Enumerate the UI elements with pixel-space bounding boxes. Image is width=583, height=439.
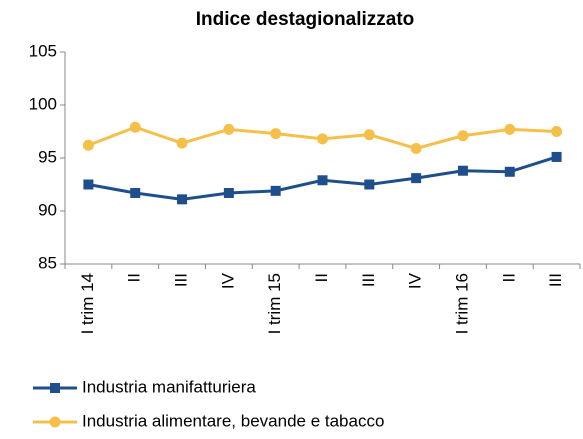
marker xyxy=(410,142,422,154)
marker xyxy=(317,133,328,145)
marker xyxy=(457,130,469,142)
marker xyxy=(223,123,235,135)
marker xyxy=(270,128,282,140)
x-tick-label: I trim 16 xyxy=(452,273,471,334)
marker xyxy=(411,173,422,184)
y-tick-label: 105 xyxy=(29,41,57,60)
x-tick-label: II xyxy=(125,273,144,282)
x-tick-label: II xyxy=(499,273,518,282)
x-tick-label: I trim 14 xyxy=(78,273,97,334)
marker xyxy=(83,179,94,190)
marker xyxy=(364,179,375,190)
marker xyxy=(177,194,188,205)
legend-marker xyxy=(50,383,60,393)
legend-marker xyxy=(49,416,61,428)
marker xyxy=(504,166,515,177)
x-tick-label: III xyxy=(546,273,565,287)
marker xyxy=(270,185,281,196)
marker xyxy=(363,129,375,141)
marker xyxy=(82,139,94,151)
x-tick-label: IV xyxy=(406,272,425,289)
chart-title: Indice destagionalizzato xyxy=(196,9,415,30)
marker xyxy=(551,126,563,137)
marker xyxy=(551,151,562,162)
marker xyxy=(504,123,516,135)
x-tick-label: II xyxy=(312,273,331,282)
x-tick-label: IV xyxy=(218,272,237,289)
y-tick-label: 100 xyxy=(29,94,57,113)
marker xyxy=(317,175,328,186)
y-tick-label: 90 xyxy=(38,200,57,219)
y-tick-label: 85 xyxy=(38,253,57,272)
marker xyxy=(130,187,141,198)
y-tick-label: 95 xyxy=(38,147,57,166)
marker xyxy=(457,165,468,176)
legend-label: Industria alimentare, bevande e tabacco xyxy=(82,411,384,430)
x-tick-label: III xyxy=(359,273,378,287)
marker xyxy=(129,121,141,133)
marker xyxy=(176,137,188,149)
marker xyxy=(223,187,234,198)
legend-label: Industria manifatturiera xyxy=(82,377,256,396)
x-tick-label: III xyxy=(172,273,191,287)
x-tick-label: I trim 15 xyxy=(265,273,284,334)
